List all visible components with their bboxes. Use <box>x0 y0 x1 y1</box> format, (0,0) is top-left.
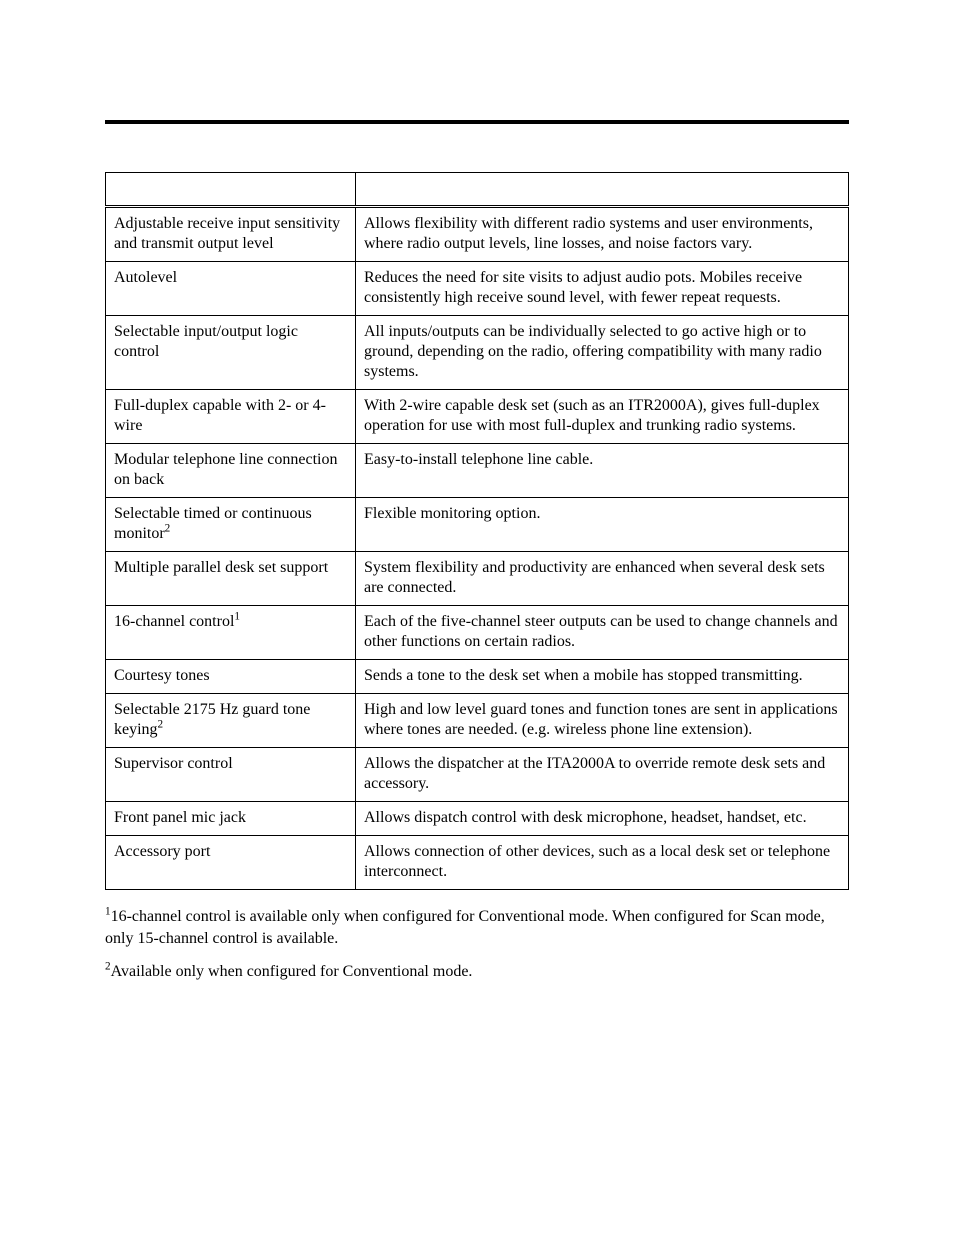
feature-text: Selectable 2175 Hz guard tone keying <box>114 701 310 738</box>
feature-cell: Supervisor control <box>106 748 356 802</box>
feature-sup: 2 <box>165 523 171 535</box>
feature-cell: Front panel mic jack <box>106 802 356 836</box>
benefit-cell: Each of the five-channel steer outputs c… <box>356 606 849 660</box>
table-row: Adjustable receive input sensitivity and… <box>106 207 849 262</box>
feature-cell: Selectable 2175 Hz guard tone keying2 <box>106 694 356 748</box>
benefit-cell: Easy-to-install telephone line cable. <box>356 444 849 498</box>
feature-text: Selectable timed or continuous monitor <box>114 505 312 542</box>
benefit-cell: With 2-wire capable desk set (such as an… <box>356 390 849 444</box>
feature-cell: 16-channel control1 <box>106 606 356 660</box>
benefit-cell: Reduces the need for site visits to adju… <box>356 262 849 316</box>
feature-cell: Autolevel <box>106 262 356 316</box>
benefit-cell: High and low level guard tones and funct… <box>356 694 849 748</box>
feature-cell: Modular telephone line connection on bac… <box>106 444 356 498</box>
feature-cell: Multiple parallel desk set support <box>106 552 356 606</box>
page: Adjustable receive input sensitivity and… <box>0 0 954 1055</box>
feature-sup: 2 <box>158 719 164 731</box>
feature-text: Courtesy tones <box>114 667 210 684</box>
benefit-cell: Flexible monitoring option. <box>356 498 849 552</box>
table-row: Accessory port Allows connection of othe… <box>106 836 849 890</box>
footnote-1: 116-channel control is available only wh… <box>105 906 849 949</box>
table-header-row <box>106 173 849 207</box>
feature-text: Supervisor control <box>114 755 233 772</box>
feature-cell: Selectable input/output logic control <box>106 316 356 390</box>
feature-text: Accessory port <box>114 843 210 860</box>
footnote-2: 2Available only when configured for Conv… <box>105 961 849 983</box>
table-row: Selectable timed or continuous monitor2 … <box>106 498 849 552</box>
table-row: Courtesy tones Sends a tone to the desk … <box>106 660 849 694</box>
table-header <box>106 173 849 207</box>
footnote-text: 16-channel control is available only whe… <box>105 908 825 947</box>
feature-text: Front panel mic jack <box>114 809 246 826</box>
benefit-cell: Allows dispatch control with desk microp… <box>356 802 849 836</box>
table-row: Modular telephone line connection on bac… <box>106 444 849 498</box>
table-row: Multiple parallel desk set support Syste… <box>106 552 849 606</box>
feature-cell: Selectable timed or continuous monitor2 <box>106 498 356 552</box>
feature-cell: Full-duplex capable with 2- or 4-wire <box>106 390 356 444</box>
benefit-cell: Sends a tone to the desk set when a mobi… <box>356 660 849 694</box>
header-benefit <box>356 173 849 207</box>
feature-cell: Accessory port <box>106 836 356 890</box>
feature-text: Selectable input/output logic control <box>114 323 298 360</box>
title-rule <box>105 120 849 124</box>
benefit-cell: Allows flexibility with different radio … <box>356 207 849 262</box>
feature-cell: Adjustable receive input sensitivity and… <box>106 207 356 262</box>
table-row: Full-duplex capable with 2- or 4-wire Wi… <box>106 390 849 444</box>
feature-text: 16-channel control <box>114 613 234 630</box>
table-row: Supervisor control Allows the dispatcher… <box>106 748 849 802</box>
table-row: 16-channel control1 Each of the five-cha… <box>106 606 849 660</box>
benefit-cell: Allows connection of other devices, such… <box>356 836 849 890</box>
benefit-cell: System flexibility and productivity are … <box>356 552 849 606</box>
table-row: Selectable 2175 Hz guard tone keying2 Hi… <box>106 694 849 748</box>
table-row: Selectable input/output logic control Al… <box>106 316 849 390</box>
footnotes: 116-channel control is available only wh… <box>105 906 849 983</box>
table-row: Autolevel Reduces the need for site visi… <box>106 262 849 316</box>
footnote-text: Available only when configured for Conve… <box>111 963 473 980</box>
feature-cell: Courtesy tones <box>106 660 356 694</box>
feature-text: Multiple parallel desk set support <box>114 559 328 576</box>
benefit-cell: All inputs/outputs can be individually s… <box>356 316 849 390</box>
features-table: Adjustable receive input sensitivity and… <box>105 172 849 890</box>
feature-text: Modular telephone line connection on bac… <box>114 451 337 488</box>
feature-text: Full-duplex capable with 2- or 4-wire <box>114 397 326 434</box>
header-feature <box>106 173 356 207</box>
feature-text: Adjustable receive input sensitivity and… <box>114 215 340 252</box>
feature-text: Autolevel <box>114 269 177 286</box>
table-row: Front panel mic jack Allows dispatch con… <box>106 802 849 836</box>
table-body: Adjustable receive input sensitivity and… <box>106 207 849 890</box>
benefit-cell: Allows the dispatcher at the ITA2000A to… <box>356 748 849 802</box>
feature-sup: 1 <box>234 611 240 623</box>
